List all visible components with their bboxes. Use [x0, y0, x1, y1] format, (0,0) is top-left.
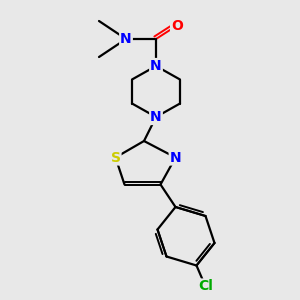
Text: O: O	[171, 19, 183, 32]
Text: N: N	[170, 151, 181, 164]
Text: S: S	[110, 151, 121, 164]
Text: N: N	[120, 32, 132, 46]
Text: N: N	[150, 59, 162, 73]
Text: Cl: Cl	[198, 280, 213, 293]
Text: N: N	[150, 110, 162, 124]
